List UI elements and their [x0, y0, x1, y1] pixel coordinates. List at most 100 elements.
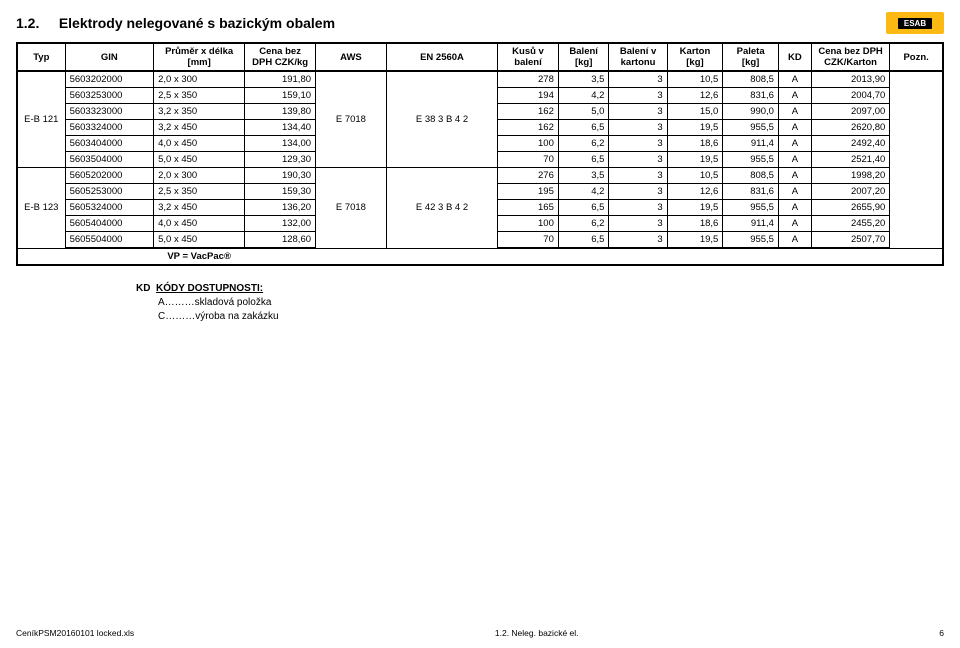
cell-cena: 132,00: [245, 216, 316, 232]
cell-typ: E-B 123: [17, 168, 65, 249]
cell-cena: 159,30: [245, 184, 316, 200]
cell-bal: 6,5: [558, 120, 609, 136]
cell-cenakarton: 1998,20: [811, 168, 889, 184]
cell-pal: 831,6: [723, 184, 779, 200]
cell-cenakarton: 2507,70: [811, 232, 889, 249]
cell-cena: 190,30: [245, 168, 316, 184]
cell-cenakarton: 2013,90: [811, 71, 889, 88]
cell-cena: 128,60: [245, 232, 316, 249]
cell-kd: A: [778, 200, 811, 216]
cell-cena: 134,00: [245, 136, 316, 152]
cell-en: E 42 3 B 4 2: [386, 168, 497, 249]
col-cena: Cena bez DPH CZK/kg: [245, 43, 316, 71]
cell-dim: 3,2 x 350: [154, 104, 245, 120]
cell-kd: A: [778, 232, 811, 249]
cell-kus: 70: [498, 152, 559, 168]
cell-gin: 5603253000: [65, 88, 154, 104]
cell-balv: 3: [609, 88, 667, 104]
cell-pal: 955,5: [723, 120, 779, 136]
cell-kus: 162: [498, 120, 559, 136]
footer-left: CeníkPSM20160101 locked.xls: [16, 628, 134, 638]
cell-gin: 5605404000: [65, 216, 154, 232]
table-body: E-B 1215603202000 2,0 x 300 191,80 E 7018E …: [17, 71, 943, 265]
legend-line: A………skladová položka: [158, 296, 944, 310]
cell-en: E 38 3 B 4 2: [386, 71, 497, 168]
cell-pal: 955,5: [723, 200, 779, 216]
cell-bal: 5,0: [558, 104, 609, 120]
cell-kd: A: [778, 120, 811, 136]
cell-dim: 2,5 x 350: [154, 184, 245, 200]
cell-dim: 2,0 x 300: [154, 168, 245, 184]
cell-cenakarton: 2521,40: [811, 152, 889, 168]
cell-dim: 3,2 x 450: [154, 200, 245, 216]
cell-typ: E-B 121: [17, 71, 65, 168]
section-number: 1.2.: [16, 15, 39, 31]
cell-gin: 5603202000: [65, 71, 154, 88]
cell-cena: 191,80: [245, 71, 316, 88]
cell-bal: 3,5: [558, 168, 609, 184]
cell-cena: 136,20: [245, 200, 316, 216]
col-dim: Průměr x délka [mm]: [154, 43, 245, 71]
col-aws: AWS: [316, 43, 387, 71]
cell-kd: A: [778, 216, 811, 232]
col-typ: Typ: [17, 43, 65, 71]
vp-note-row: VP = VacPac®: [17, 248, 943, 265]
legend-title: KD KÓDY DOSTUPNOSTI:: [136, 282, 944, 296]
cell-aws: E 7018: [316, 168, 387, 249]
cell-kar: 18,6: [667, 216, 723, 232]
cell-balv: 3: [609, 216, 667, 232]
cell-gin: 5605324000: [65, 200, 154, 216]
cell-dim: 2,5 x 350: [154, 88, 245, 104]
cell-gin: 5603504000: [65, 152, 154, 168]
page-footer: CeníkPSM20160101 locked.xls 1.2. Neleg. …: [16, 628, 944, 638]
cell-balv: 3: [609, 104, 667, 120]
cell-gin: 5603404000: [65, 136, 154, 152]
cell-bal: 3,5: [558, 71, 609, 88]
col-balv: Balení v kartonu: [609, 43, 667, 71]
cell-pal: 990,0: [723, 104, 779, 120]
cell-bal: 4,2: [558, 88, 609, 104]
cell-balv: 3: [609, 136, 667, 152]
footer-right: 6: [939, 628, 944, 638]
cell-pal: 808,5: [723, 168, 779, 184]
cell-cena: 159,10: [245, 88, 316, 104]
cell-kus: 278: [498, 71, 559, 88]
col-cenakarton: Cena bez DPH CZK/Karton: [811, 43, 889, 71]
col-en: EN 2560A: [386, 43, 497, 71]
electrode-table: Typ GIN Průměr x délka [mm] Cena bez DPH…: [16, 42, 944, 266]
cell-kar: 19,5: [667, 152, 723, 168]
cell-pal: 831,6: [723, 88, 779, 104]
cell-pal: 955,5: [723, 232, 779, 249]
cell-dim: 4,0 x 450: [154, 136, 245, 152]
esab-logo-text: ESAB: [898, 18, 932, 29]
cell-cenakarton: 2655,90: [811, 200, 889, 216]
vp-note: VP = VacPac®: [154, 248, 245, 265]
cell-kar: 19,5: [667, 120, 723, 136]
cell-kar: 12,6: [667, 184, 723, 200]
cell-gin: 5605504000: [65, 232, 154, 249]
legend-kd-prefix: KD: [136, 283, 150, 294]
table-header-row: Typ GIN Průměr x délka [mm] Cena bez DPH…: [17, 43, 943, 71]
cell-kd: A: [778, 104, 811, 120]
cell-balv: 3: [609, 120, 667, 136]
cell-pal: 911,4: [723, 216, 779, 232]
cell-pal: 808,5: [723, 71, 779, 88]
cell-kd: A: [778, 152, 811, 168]
cell-balv: 3: [609, 71, 667, 88]
cell-kar: 15,0: [667, 104, 723, 120]
col-pozn: Pozn.: [890, 43, 943, 71]
cell-kus: 195: [498, 184, 559, 200]
cell-kd: A: [778, 71, 811, 88]
cell-cenakarton: 2097,00: [811, 104, 889, 120]
cell-cenakarton: 2492,40: [811, 136, 889, 152]
cell-cenakarton: 2620,80: [811, 120, 889, 136]
cell-kar: 10,5: [667, 168, 723, 184]
col-gin: GIN: [65, 43, 154, 71]
cell-gin: 5605253000: [65, 184, 154, 200]
cell-pal: 955,5: [723, 152, 779, 168]
cell-kd: A: [778, 184, 811, 200]
cell-gin: 5603324000: [65, 120, 154, 136]
cell-kus: 276: [498, 168, 559, 184]
page-header: 1.2. Elektrody nelegované s bazickým oba…: [16, 12, 944, 34]
cell-kus: 165: [498, 200, 559, 216]
